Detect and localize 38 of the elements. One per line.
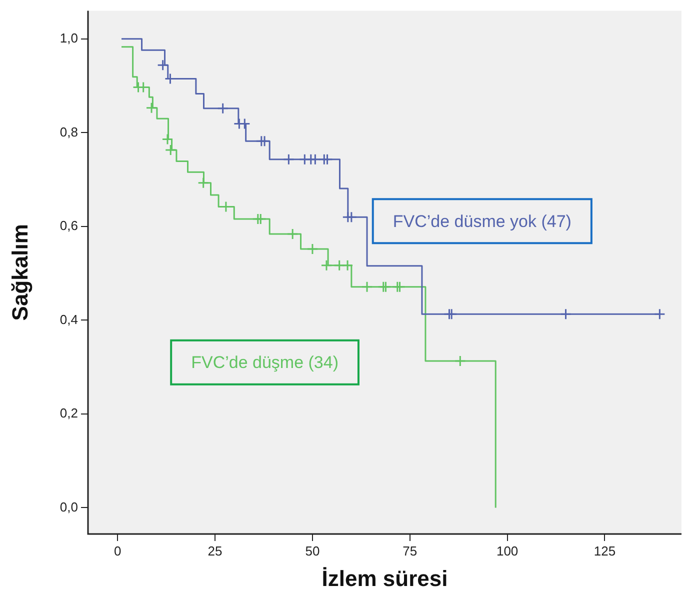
point [258,135,270,147]
y-tick-label: 0,2 [60,406,78,421]
point [394,281,406,293]
x-tick-label: 100 [496,543,518,558]
point [306,243,318,255]
point [146,102,158,114]
point [157,59,169,71]
y-tick-label: 0,8 [60,124,78,140]
y-axis-title: Sağkalım [7,224,32,321]
text: FVC’de düşme (34) [191,353,338,372]
point [198,177,210,189]
point [217,102,229,114]
point [164,144,176,156]
point [162,134,174,146]
point [334,260,346,272]
x-tick-label: 125 [594,543,616,558]
point [654,308,666,320]
point [361,281,373,293]
x-tick-label: 75 [402,543,418,558]
y-tick-label: 0,6 [60,218,78,234]
point [560,308,572,320]
point [322,154,334,166]
x-tick-label: 25 [208,543,222,558]
series-label: FVC’de düsme yok (47) [392,212,572,231]
x-axis-title: İzlem süresi [322,566,448,591]
point [454,355,466,367]
y-tick-label: 0,4 [60,312,78,327]
point [286,228,298,240]
point [254,213,266,225]
point [320,260,332,272]
x-tick-label: 50 [305,543,320,558]
point [282,154,294,166]
x-tick-label: 0 [114,543,122,558]
y-tick-label: 0,0 [60,499,78,514]
point [446,308,458,320]
point [342,260,354,272]
point [346,211,358,223]
y-tick-label: 1,0 [60,30,78,46]
